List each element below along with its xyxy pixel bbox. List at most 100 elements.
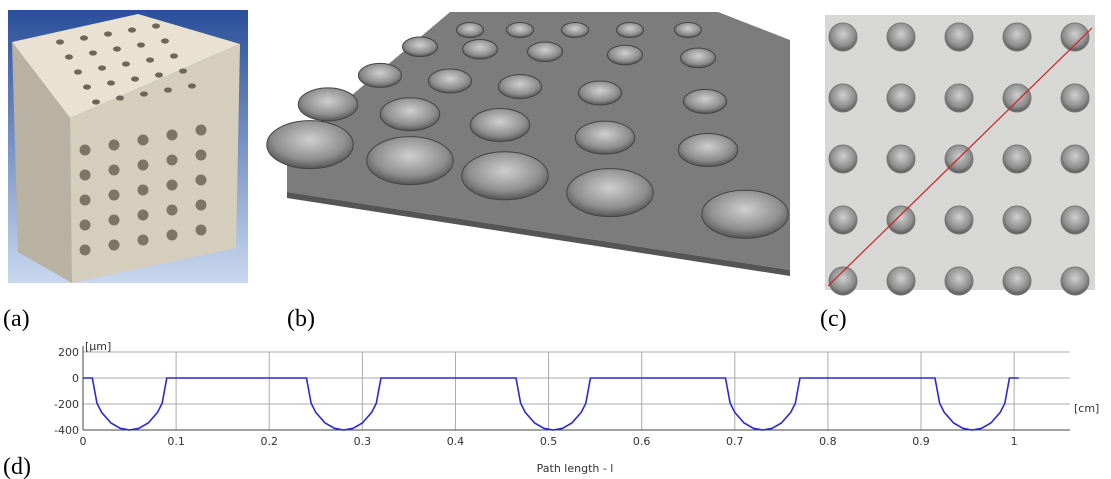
hole [152,23,160,28]
hole [675,23,702,38]
figure: (a) (b) (c) (d) [µm] [cm] Path length - … [0,0,1111,479]
hole [138,235,149,246]
x-tick-label: 1 [1011,435,1018,448]
hole [196,175,207,186]
hole [140,91,148,96]
hole [138,160,149,171]
hole [887,84,915,112]
hole [887,145,915,173]
hole [80,195,91,206]
hole [1061,145,1089,173]
cube-image [8,10,248,283]
hole [109,240,120,251]
hole [498,75,541,99]
y-tick-label: -400 [54,424,79,437]
hole [380,98,439,131]
hole [131,76,139,81]
hole [107,80,115,85]
y-tick-label: 200 [58,346,79,359]
hole [562,23,589,38]
panel-label: (d) [3,454,31,479]
hole [298,88,357,121]
hole [829,84,857,112]
hole [89,50,97,55]
hole [428,69,471,93]
hole [161,38,169,43]
hole [945,267,973,295]
hole [680,48,715,68]
hole [1061,23,1089,51]
hole [457,23,484,38]
hole [74,69,82,74]
hole [196,150,207,161]
hole [138,135,149,146]
hole [138,210,149,221]
hole [128,27,136,32]
hole [164,87,172,92]
x-tick-label: 0.1 [167,435,185,448]
hole [196,125,207,136]
hole [617,23,644,38]
hole [138,185,149,196]
hole [167,205,178,216]
hole [109,165,120,176]
hole [887,206,915,234]
hole [358,63,401,87]
hole [683,89,726,113]
hole [113,46,121,51]
hole [462,39,497,59]
hole [887,23,915,51]
hole [196,200,207,211]
hole [104,31,112,36]
hole [575,121,634,154]
hole [98,65,106,70]
hole [65,54,73,59]
hole [1003,206,1031,234]
hole [607,45,642,65]
hole [507,23,534,38]
x-tick-label: 0.9 [912,435,930,448]
y-tick-label: 0 [72,372,79,385]
hole [109,140,120,151]
hole [56,39,64,44]
hole [462,152,548,200]
x-tick-label: 0.8 [819,435,837,448]
hole [196,225,207,236]
hole [167,230,178,241]
x-tick-label: 0.5 [540,435,558,448]
hole [167,130,178,141]
hole [167,155,178,166]
hole [80,35,88,40]
hole [80,245,91,256]
hole [1003,84,1031,112]
hole [470,109,529,142]
hole [155,72,163,77]
hole [116,95,124,100]
hole [80,145,91,156]
hole [146,57,154,62]
x-tick-label: 0.4 [447,435,465,448]
hole [367,137,453,185]
y-tick-label: -200 [54,398,79,411]
x-tick-label: 0.6 [633,435,651,448]
x-unit: [cm] [1074,402,1099,415]
hole [83,84,91,89]
x-tick-label: 0 [80,435,87,448]
hole [1003,23,1031,51]
x-tick-label: 0.2 [260,435,278,448]
hole [567,169,653,217]
hole [1061,84,1089,112]
hole [702,190,788,238]
hole [137,42,145,47]
hole [267,121,353,169]
hole [945,23,973,51]
hole [109,215,120,226]
hole [188,83,196,88]
hole [109,190,120,201]
x-tick-label: 0.3 [354,435,372,448]
hole [80,170,91,181]
y-unit: [µm] [85,340,111,353]
hole [1061,267,1089,295]
panel-label: (a) [3,306,30,332]
hole [829,145,857,173]
